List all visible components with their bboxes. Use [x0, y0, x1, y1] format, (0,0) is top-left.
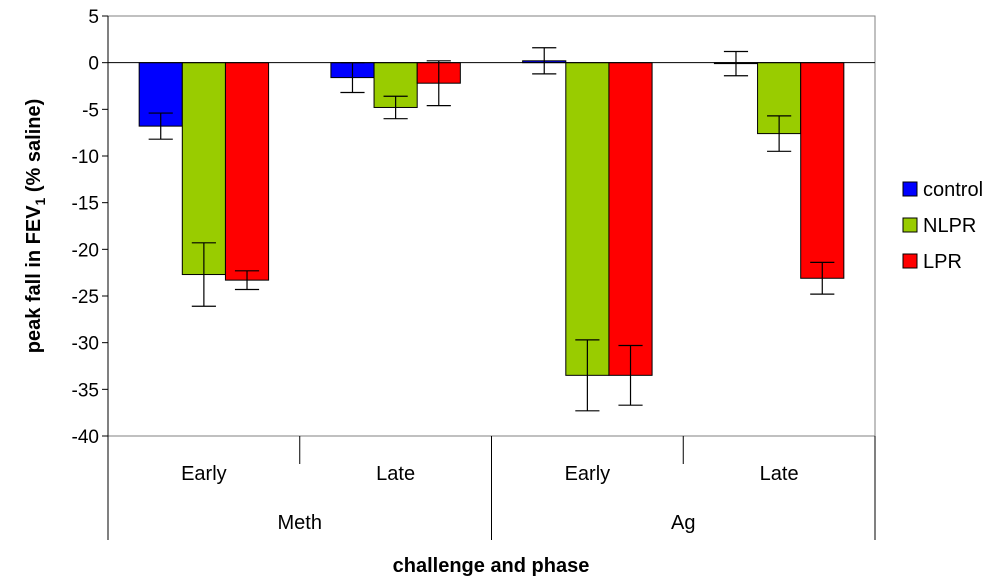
y-tick-label: -15 — [72, 194, 99, 215]
y-axis: 5 0 -5 -10 -15 -20 -25 -30 -35 -40 — [72, 7, 109, 448]
y-tick-label: -5 — [82, 100, 99, 121]
y-tick-label: -35 — [72, 380, 99, 401]
x-tick-label: Early — [181, 463, 227, 485]
x-group-label: Ag — [671, 512, 695, 534]
legend-swatch — [902, 217, 918, 233]
y-tick-label: -40 — [72, 427, 99, 448]
x-tick-label: Early — [565, 463, 611, 485]
x-axis-title: challenge and phase — [393, 555, 590, 577]
bar — [181, 62, 226, 276]
bars-layer — [138, 60, 845, 376]
legend-label: LPR — [923, 251, 962, 273]
y-tick-label: -20 — [72, 240, 99, 261]
y-tick-label: 0 — [88, 54, 99, 75]
y-tick-label: -30 — [72, 334, 99, 355]
x-tick-label: Late — [760, 463, 799, 485]
bar — [800, 62, 845, 279]
bar — [565, 62, 610, 376]
legend: control NLPR LPR — [902, 179, 983, 273]
y-axis-title-main: peak fall in FEV — [23, 205, 45, 353]
x-group-label: Meth — [278, 512, 322, 534]
legend-swatch — [902, 253, 918, 269]
bar — [224, 62, 270, 281]
legend-swatch — [902, 181, 918, 197]
y-axis-title-subscript: 1 — [32, 197, 48, 205]
y-tick-label: -10 — [72, 147, 99, 168]
y-axis-title-suffix: (% saline) — [23, 99, 45, 198]
x-axis: Early Late Meth Early Late Ag — [107, 62, 876, 540]
y-axis-title: peak fall in FEV1 (% saline) — [23, 99, 48, 354]
x-tick-label: Late — [376, 463, 415, 485]
y-tick-label: 5 — [88, 7, 99, 28]
legend-label: NLPR — [923, 215, 976, 237]
bar — [608, 62, 653, 376]
y-tick-label: -25 — [72, 287, 99, 308]
error-bars-layer — [148, 47, 835, 412]
legend-label: control — [923, 179, 983, 201]
